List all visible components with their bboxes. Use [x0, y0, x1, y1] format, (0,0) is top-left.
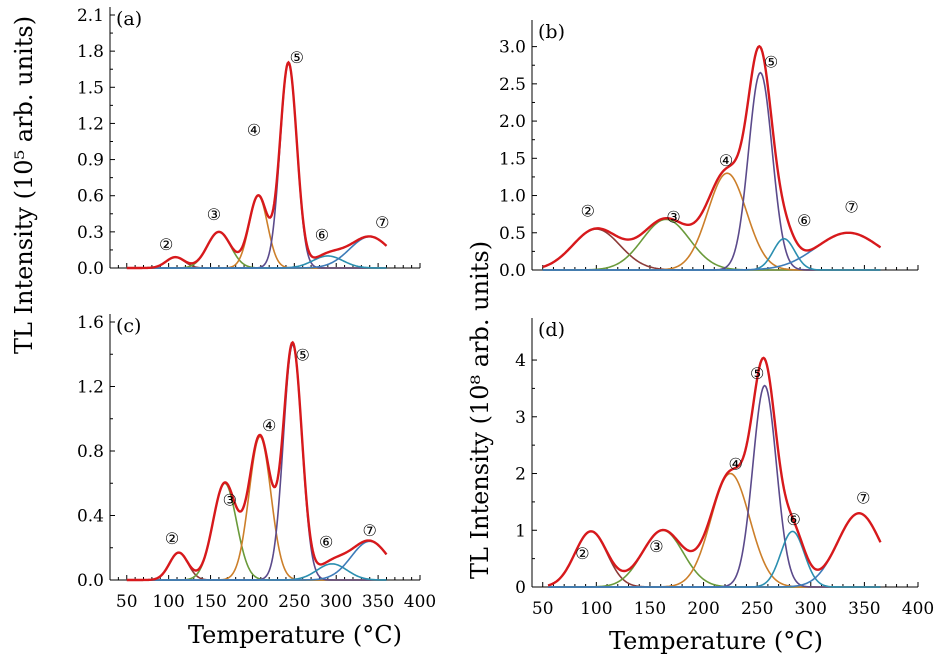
peak-6-label: ⑥	[319, 532, 333, 551]
y-tick-label: 0.0	[77, 571, 104, 591]
x-tick-label: 150	[634, 599, 666, 619]
panel-b: 0.0 0.5 1.0 1.5 2.0 2.5 3.0 ② ③ ④ ⑤ ⑥ ⑦ (b)	[499, 20, 919, 281]
x-tick-label: 350	[362, 592, 394, 612]
peak-5-label: ⑤	[296, 345, 310, 364]
panel-a: 0.0 0.3 0.6 0.9 1.2 1.5 1.8 2.1 ② ③ ④ ⑤ ⑥ ⑦ (a)	[77, 6, 421, 279]
peak-6-label: ⑥	[797, 211, 811, 230]
peak-5-label: ⑤	[290, 48, 304, 67]
y-axis-title-top: TL Intensity (10⁵ arb. units)	[10, 16, 38, 354]
peak-6-curve	[542, 237, 881, 271]
peak-2-label: ②	[575, 544, 589, 563]
panel-d: 0 1 2 3 4 50 100 150 200 250 300 350 400 ② ③ ④ ⑤ ⑥ ⑦ (d)	[515, 318, 934, 619]
x-tick-label: 250	[278, 592, 310, 612]
x-axis-title-left: Temperature (°C)	[188, 621, 402, 649]
peak-7-curve	[126, 540, 388, 581]
x-tick-label: 300	[795, 599, 827, 619]
panel-label: (a)	[116, 8, 142, 30]
peak-6-curve	[548, 530, 881, 588]
y-tick-label: 0.4	[77, 507, 104, 527]
y-axis-title-bottom: TL Intensity (10⁸ arb. units)	[466, 241, 494, 579]
panels: 0.0 0.3 0.6 0.9 1.2 1.5 1.8 2.1 ② ③ ④ ⑤ ⑥ ⑦ (a) 0.0 0.5 1…	[77, 6, 934, 619]
y-tick-label: 0.3	[77, 223, 104, 243]
y-tick-label: 1.5	[499, 149, 526, 169]
y-tick-label: 0.9	[77, 151, 104, 171]
peak-4-label: ④	[719, 151, 733, 170]
peak-3-label: ③	[223, 490, 237, 509]
peak-7-label: ⑦	[844, 198, 858, 217]
peak-4-label: ④	[729, 454, 743, 473]
peak-4-curve	[126, 194, 387, 269]
peak-3-curve	[548, 529, 881, 588]
x-tick-label: 250	[741, 599, 773, 619]
peak-3-label: ③	[666, 207, 680, 226]
x-tick-label: 400	[902, 599, 934, 619]
y-tick-label: 1	[515, 521, 526, 541]
x-tick-label: 400	[404, 592, 436, 612]
peak-2-label: ②	[165, 529, 179, 548]
x-tick-label: 100	[152, 592, 184, 612]
total-glow-curve	[126, 60, 388, 270]
peak-7-label: ⑦	[856, 488, 870, 507]
x-tick-label: 300	[320, 592, 352, 612]
y-tick-label: 1.0	[499, 187, 526, 207]
peak-5-label: ⑤	[750, 364, 764, 383]
peak-3-label: ③	[207, 205, 221, 224]
peak-5-curve	[542, 71, 881, 271]
peak-2-label: ②	[159, 235, 173, 254]
peak-7-curve	[548, 512, 882, 588]
y-tick-label: 0.0	[499, 261, 526, 281]
peak-6-label: ⑥	[786, 510, 800, 529]
total-glow-curve	[542, 44, 882, 269]
y-tick-label: 1.5	[77, 78, 104, 98]
x-tick-label: 200	[687, 599, 719, 619]
y-tick-label: 3	[515, 408, 526, 428]
y-tick-label: 1.2	[77, 378, 104, 398]
peak-4-curve	[542, 172, 881, 271]
x-tick-label: 50	[532, 599, 554, 619]
peak-2-curve	[126, 551, 387, 581]
y-tick-label: 0.6	[77, 187, 104, 207]
peak-3-label: ③	[649, 537, 663, 556]
y-tick-label: 3.0	[499, 38, 526, 58]
y-tick-label: 0.0	[77, 259, 104, 279]
y-tick-label: 2.5	[499, 75, 526, 95]
y-tick-label: 0.8	[77, 442, 104, 462]
peak-7-label: ⑦	[375, 213, 389, 232]
x-tick-label: 150	[194, 592, 226, 612]
y-tick-label: 2.0	[499, 112, 526, 132]
total-glow-curve	[126, 340, 388, 582]
total-glow-curve	[547, 356, 882, 587]
peak-2-curve	[542, 228, 881, 271]
x-tick-label: 200	[236, 592, 268, 612]
x-axis-title-right: Temperature (°C)	[609, 627, 823, 655]
panel-label: (d)	[538, 319, 565, 341]
y-tick-label: 1.2	[77, 114, 104, 134]
peak-4-label: ④	[262, 416, 276, 435]
peak-3-curve	[542, 218, 881, 271]
panel-label: (c)	[116, 315, 141, 337]
peak-2-curve	[547, 530, 881, 588]
y-tick-label: 2	[515, 465, 526, 485]
peak-4-curve	[126, 435, 387, 581]
peak-2-label: ②	[581, 201, 595, 220]
x-tick-label: 350	[848, 599, 880, 619]
y-tick-label: 0	[515, 578, 526, 598]
peak-4-curve	[548, 472, 881, 588]
y-tick-label: 1.8	[77, 42, 104, 62]
x-tick-label: 50	[116, 592, 138, 612]
peak-5-label: ⑤	[764, 53, 778, 72]
peak-7-label: ⑦	[363, 521, 377, 540]
panel-c: 0.0 0.4 0.8 1.2 1.6 50 100 150 200 250 300 350 400 ② ③…	[77, 313, 436, 612]
y-tick-label: 4	[515, 351, 526, 371]
x-tick-label: 100	[580, 599, 612, 619]
panel-label: (b)	[538, 21, 565, 43]
y-tick-label: 1.6	[77, 313, 104, 333]
y-tick-label: 0.5	[499, 224, 526, 244]
peak-4-label: ④	[247, 120, 261, 139]
peak-6-label: ⑥	[315, 225, 329, 244]
y-tick-label: 2.1	[77, 6, 104, 26]
peak-7-curve	[126, 235, 388, 269]
